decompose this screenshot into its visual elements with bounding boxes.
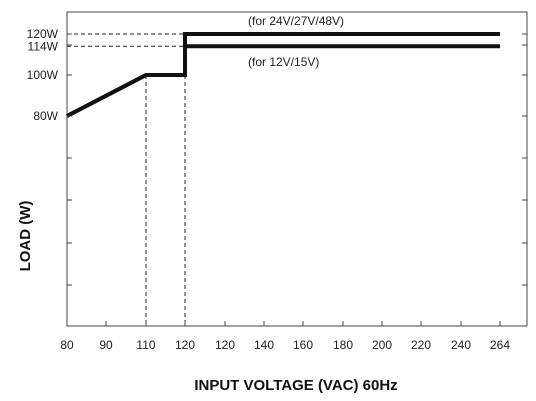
series-lines xyxy=(66,32,500,118)
x-tick-label-5: 140 xyxy=(254,338,274,352)
x-tick-label-7: 180 xyxy=(333,338,353,352)
y-tick-label-2: 100W xyxy=(27,68,59,82)
plot-frame xyxy=(66,11,528,327)
x-tick-label-9: 220 xyxy=(411,338,431,352)
series-annotations: (for 24V/27V/48V) (for 12V/15V) xyxy=(248,14,344,69)
x-tick-label-1: 90 xyxy=(99,338,113,352)
series-annotation-0: (for 24V/27V/48V) xyxy=(248,14,344,28)
tick-labels: 80 90 110 120 120 140 160 180 200 220 240 264 120W11… xyxy=(27,27,511,352)
y-axis-title: LOAD (W) xyxy=(17,201,34,272)
x-tick-label-10: 240 xyxy=(451,338,471,352)
reference-lines xyxy=(67,33,186,326)
axis-ticks xyxy=(66,33,527,326)
y-tick-label-0: 120W xyxy=(27,27,59,41)
x-axis-title: INPUT VOLTAGE (VAC) 60Hz xyxy=(194,377,397,394)
x-tick-label-8: 200 xyxy=(372,338,392,352)
y-tick-label-3: 80W xyxy=(33,109,58,123)
x-tick-label-4: 120 xyxy=(215,338,235,352)
x-tick-label-6: 160 xyxy=(293,338,313,352)
series-line-1 xyxy=(66,44,500,118)
x-tick-label-2: 110 xyxy=(136,338,155,352)
x-tick-label-11: 264 xyxy=(490,338,510,352)
x-tick-label-3: 120 xyxy=(175,338,195,352)
x-tick-label-0: 80 xyxy=(60,338,74,352)
series-annotation-1: (for 12V/15V) xyxy=(248,55,319,69)
y-tick-label-1: 114W xyxy=(28,39,59,53)
